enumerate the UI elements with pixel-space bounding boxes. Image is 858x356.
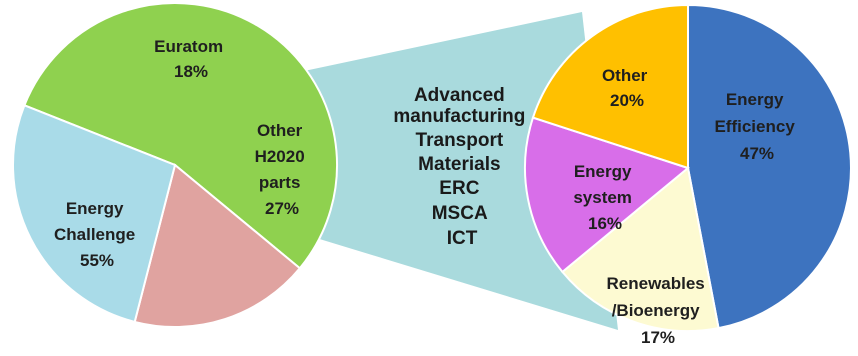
label-energy-challenge: Energy Challenge 55% xyxy=(54,199,140,270)
left-pie xyxy=(12,2,338,328)
label-euratom-pct: 18% xyxy=(174,62,208,81)
label-energy-system-line-1: Energy xyxy=(574,162,632,181)
label-euratom: Euratom 18% xyxy=(154,37,228,81)
label-energy-efficiency: Energy Efficiency 47% xyxy=(714,90,799,163)
label-renewables-pct: 17% xyxy=(641,328,675,347)
label-other-pct: 20% xyxy=(610,91,644,110)
connector-list: Advanced manufacturing Transport Materia… xyxy=(393,85,530,249)
label-energy-system-pct: 16% xyxy=(588,214,622,233)
label-energy-challenge-pct: 55% xyxy=(80,251,114,270)
label-other-h2020: Other H2020 parts 27% xyxy=(255,121,310,218)
label-energy-efficiency-line-1: Energy xyxy=(726,90,784,109)
label-energy-efficiency-pct: 47% xyxy=(740,144,774,163)
label-energy-efficiency-line-2: Efficiency xyxy=(714,117,795,136)
right-pie-slice-other xyxy=(531,3,689,170)
right-pie-slice-energy-efficiency xyxy=(687,3,852,330)
label-other-line-1: Other xyxy=(602,66,648,85)
label-renewables: Renewables /Bioenergy 17% xyxy=(607,274,710,347)
left-pie-slice-other-h2020 xyxy=(12,104,177,324)
label-other-h2020-line-1: Other xyxy=(257,121,303,140)
label-other-h2020-pct: 27% xyxy=(265,199,299,218)
connector-item-manufacturing: manufacturing xyxy=(393,106,525,127)
connector-item-ict: ICT xyxy=(447,228,478,249)
label-renewables-line-2: /Bioenergy xyxy=(612,301,700,320)
right-pie-slice-energy-system xyxy=(524,116,691,274)
label-other-h2020-line-3: parts xyxy=(259,173,301,192)
label-energy-challenge-line-2: Challenge xyxy=(54,225,135,244)
label-other-h2020-line-2: H2020 xyxy=(255,147,305,166)
left-pie-slice-energy-challenge xyxy=(23,2,338,270)
label-energy-challenge-line-1: Energy xyxy=(66,199,124,218)
label-euratom-line-1: Euratom xyxy=(154,37,223,56)
connector-band xyxy=(290,12,618,330)
connector-item-transport: Transport xyxy=(416,130,504,151)
right-pie xyxy=(524,3,852,332)
connector-item-erc: ERC xyxy=(439,178,479,199)
label-renewables-line-1: Renewables xyxy=(607,274,705,293)
connector-item-advanced: Advanced xyxy=(414,85,505,106)
label-energy-system: Energy system 16% xyxy=(573,162,636,233)
label-other: Other 20% xyxy=(602,66,652,110)
left-pie-slice-euratom xyxy=(133,163,302,328)
label-energy-system-line-2: system xyxy=(573,188,632,207)
right-pie-slice-renewables xyxy=(561,166,720,332)
connector-item-materials: Materials xyxy=(418,154,500,175)
connector-item-msca: MSCA xyxy=(432,203,488,224)
